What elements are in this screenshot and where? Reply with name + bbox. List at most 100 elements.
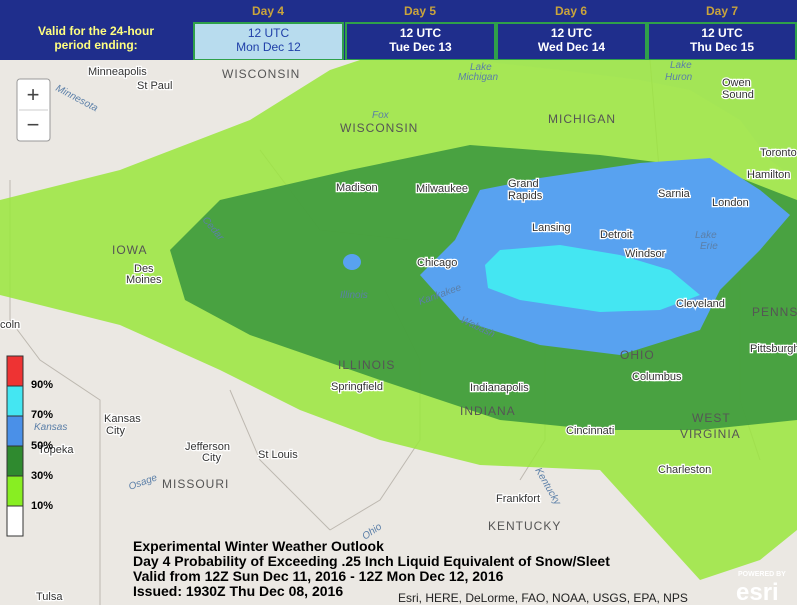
city: Cincinnati	[566, 425, 614, 437]
city: coln	[0, 319, 20, 331]
state: MISSOURI	[162, 477, 229, 491]
day-label: Day 6	[554, 4, 588, 18]
logo-caption: POWERED BY	[738, 571, 786, 578]
city: Moines	[126, 274, 162, 286]
attribution: Esri, HERE, DeLorme, FAO, NOAA, USGS, EP…	[398, 591, 688, 605]
day-tab[interactable]: 12 UTC Thu Dec 15	[647, 22, 797, 61]
tab-time: 12 UTC	[550, 26, 593, 40]
city: Charleston	[658, 464, 711, 476]
caption-line: Valid from 12Z Sun Dec 11, 2016 - 12Z Mo…	[133, 568, 504, 584]
city: City	[106, 425, 125, 437]
city: Rapids	[508, 190, 543, 202]
day-label: Day 5	[403, 4, 437, 18]
state: MICHIGAN	[548, 112, 616, 126]
lake: Michigan	[458, 72, 498, 83]
city: Columbus	[632, 371, 682, 383]
prob-70	[485, 245, 700, 312]
state: IOWA	[112, 243, 148, 257]
prob-50	[343, 254, 361, 270]
legend-swatch	[6, 445, 24, 477]
state: WISCONSIN	[340, 121, 418, 135]
legend-label: 90%	[31, 379, 53, 391]
day-label: Day 4	[251, 4, 285, 18]
legend-swatch	[6, 415, 24, 447]
period-label-line: Valid for the 24-hour	[37, 24, 154, 38]
river: Fox	[372, 110, 390, 121]
city: Springfield	[331, 381, 383, 393]
state: KENTUCKY	[488, 519, 561, 533]
lake: Erie	[700, 241, 718, 252]
legend-label: 10%	[31, 500, 53, 512]
city: Topeka	[38, 444, 74, 456]
place-labels: Minneapolis St Paul WISCONSIN Minnesota …	[0, 60, 797, 604]
city: Indianapolis	[470, 382, 529, 394]
city: Sound	[722, 89, 754, 101]
period-label-line: period ending:	[54, 38, 138, 52]
city: Milwaukee	[416, 183, 468, 195]
city: Sarnia	[658, 188, 691, 200]
state: VIRGINIA	[680, 427, 741, 441]
city: Grand	[508, 178, 539, 190]
city: Jefferson	[185, 441, 230, 453]
city: City	[202, 452, 221, 464]
state: WISCONSIN	[222, 67, 300, 81]
day-tab[interactable]: 12 UTC Mon Dec 12	[193, 22, 344, 61]
state: OHIO	[620, 348, 655, 362]
logo[interactable]: esri	[736, 579, 779, 605]
tab-date: Tue Dec 13	[389, 40, 452, 54]
river: Kansas	[34, 422, 67, 433]
city: St Paul	[137, 80, 172, 92]
city: Toronto	[760, 147, 797, 159]
city: Frankfort	[496, 493, 540, 505]
state: ILLINOIS	[338, 358, 395, 372]
legend-swatch	[6, 385, 24, 417]
caption-line: Issued: 1930Z Thu Dec 08, 2016	[133, 583, 343, 599]
city: Cleveland	[676, 298, 725, 310]
city: Madison	[336, 182, 378, 194]
state: INDIANA	[460, 404, 516, 418]
city: Detroit	[600, 229, 632, 241]
lake: Lake	[695, 230, 717, 241]
lake: Lake	[670, 60, 692, 71]
city: St Louis	[258, 449, 298, 461]
legend-swatch	[6, 355, 24, 387]
legend-swatch	[6, 505, 24, 537]
state: WEST	[692, 411, 731, 425]
day-tab[interactable]: 12 UTC Wed Dec 14	[496, 22, 647, 61]
day-tab[interactable]: 12 UTC Tue Dec 13	[345, 22, 496, 61]
city: Hamilton	[747, 169, 790, 181]
city: Minneapolis	[88, 66, 147, 78]
period-label: Valid for the 24-hour period ending:	[0, 24, 192, 52]
city: London	[712, 197, 749, 209]
tab-time: 12 UTC	[247, 26, 290, 40]
city: Pittsburgh	[750, 343, 797, 355]
city: Des	[134, 263, 154, 275]
legend-swatch	[6, 475, 24, 507]
map: Minneapolis St Paul WISCONSIN Minnesota …	[0, 60, 797, 605]
river: Illinois	[340, 290, 368, 301]
city: Lansing	[532, 222, 571, 234]
city: Chicago	[417, 257, 457, 269]
lake: Huron	[665, 72, 693, 83]
tab-date: Mon Dec 12	[236, 40, 301, 54]
header: Valid for the 24-hour period ending: Day …	[0, 0, 797, 61]
legend-label: 70%	[31, 409, 53, 421]
caption-line: Day 4 Probability of Exceeding .25 Inch …	[133, 553, 610, 569]
tab-date: Thu Dec 15	[689, 40, 755, 54]
zoom-out[interactable]: −	[27, 112, 40, 137]
caption-line: Experimental Winter Weather Outlook	[133, 538, 384, 554]
tab-time: 12 UTC	[701, 26, 743, 40]
zoom-control: + −	[16, 78, 51, 142]
city: Tulsa	[36, 591, 63, 603]
tab-date: Wed Dec 14	[537, 40, 606, 54]
city: Windsor	[625, 248, 666, 260]
city: Owen	[722, 77, 751, 89]
lake: Lake	[470, 62, 492, 73]
state: PENNSY	[752, 305, 797, 319]
legend-label: 30%	[31, 470, 53, 482]
legend-label: 50%	[31, 440, 53, 452]
zoom-in[interactable]: +	[27, 82, 40, 107]
tab-time: 12 UTC	[399, 26, 442, 40]
legend: 90% 70% 50% 30% 10%	[6, 355, 53, 537]
